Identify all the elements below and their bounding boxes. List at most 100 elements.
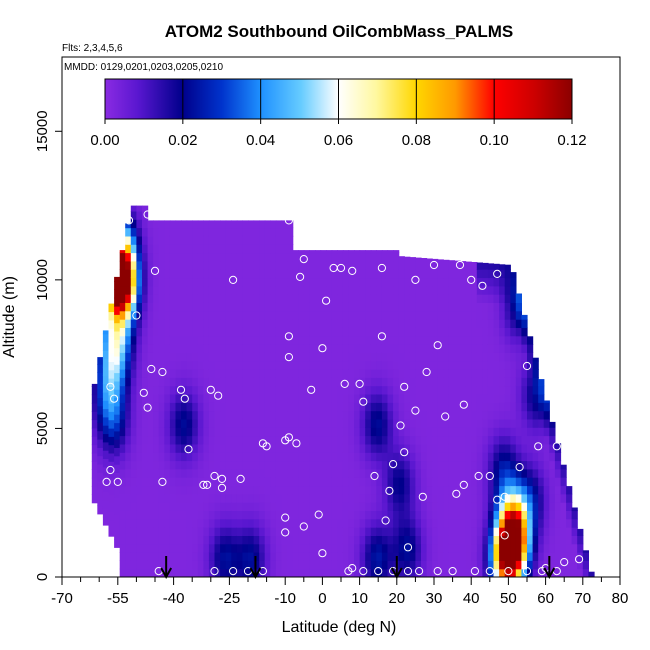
heatmap-cell: [181, 560, 188, 570]
heatmap-cell: [337, 252, 344, 262]
heatmap-cell: [125, 302, 132, 312]
heatmap-cell: [376, 250, 383, 254]
heatmap-cell: [264, 560, 271, 570]
heatmap-cell: [264, 252, 271, 262]
heatmap-cell: [398, 394, 405, 403]
heatmap-cell: [203, 552, 210, 561]
heatmap-cell: [320, 410, 327, 420]
heatmap-cell: [281, 518, 288, 528]
heatmap-cell: [298, 443, 305, 453]
heatmap-cell: [415, 402, 422, 412]
heatmap-cell: [130, 443, 137, 453]
heatmap-cell: [242, 560, 249, 570]
heatmap-cell: [242, 452, 249, 462]
heatmap-cell: [298, 543, 305, 553]
heatmap-cell: [142, 568, 149, 577]
heatmap-cell: [387, 250, 394, 254]
heatmap-cell: [454, 535, 461, 545]
heatmap-cell: [259, 377, 266, 387]
heatmap-cell: [186, 477, 193, 487]
heatmap-cell: [510, 344, 517, 353]
heatmap-cell: [465, 477, 472, 487]
heatmap-cell: [147, 418, 154, 428]
heatmap-cell: [114, 364, 121, 374]
heatmap-cell: [460, 552, 467, 561]
heatmap-cell: [359, 302, 366, 312]
heatmap-cell: [197, 435, 204, 445]
heatmap-cell: [554, 485, 562, 495]
heatmap-cell: [208, 518, 216, 528]
heatmap-cell: [532, 468, 539, 478]
heatmap-cell: [220, 302, 227, 312]
heatmap-cell: [331, 452, 338, 462]
heatmap-cell: [259, 385, 266, 395]
heatmap-cell: [454, 385, 461, 395]
heatmap-cell: [549, 435, 556, 445]
heatmap-cell: [493, 568, 500, 577]
heatmap-cell: [320, 402, 327, 412]
heatmap-cell: [448, 377, 456, 387]
heatmap-cell: [504, 344, 511, 353]
heatmap-cell: [303, 410, 310, 420]
heatmap-cell: [320, 369, 327, 378]
heatmap-cell: [365, 435, 372, 445]
heatmap-cell: [381, 560, 389, 570]
heatmap-cell: [504, 410, 511, 420]
heatmap-cell: [214, 302, 221, 312]
heatmap-cell: [348, 427, 355, 437]
heatmap-cell: [208, 310, 216, 320]
heatmap-cell: [175, 327, 182, 337]
heatmap-cell: [315, 427, 322, 437]
heatmap-cell: [437, 443, 444, 453]
heatmap-cell: [460, 369, 467, 378]
heatmap-cell: [354, 360, 361, 370]
heatmap-cell: [393, 468, 400, 478]
heatmap-cell: [303, 560, 310, 570]
heatmap-cell: [181, 235, 188, 245]
heatmap-cell: [354, 443, 361, 453]
heatmap-cell: [164, 377, 171, 387]
heatmap-cell: [337, 485, 344, 495]
heatmap-cell: [326, 435, 333, 445]
heatmap-cell: [147, 427, 154, 437]
heatmap-cell: [476, 443, 483, 453]
heatmap-cell: [264, 277, 271, 287]
heatmap-cell: [175, 485, 182, 495]
heatmap-cell: [253, 493, 260, 503]
heatmap-cell: [303, 468, 310, 478]
heatmap-cell: [527, 535, 534, 545]
heatmap-cell: [164, 560, 171, 570]
heatmap-cell: [259, 269, 266, 279]
heatmap-cell: [482, 394, 489, 403]
heatmap-cell: [292, 477, 299, 487]
sample-point: [299, 255, 308, 264]
heatmap-cell: [398, 477, 405, 487]
heatmap-cell: [214, 285, 221, 295]
heatmap-cell: [471, 344, 478, 353]
heatmap-cell: [125, 260, 132, 270]
heatmap-cell: [220, 568, 227, 577]
sample-point: [348, 564, 357, 573]
heatmap-cell: [504, 543, 511, 553]
sample-point: [318, 549, 327, 558]
heatmap-cell: [281, 543, 288, 553]
heatmap-cell: [337, 369, 344, 378]
heatmap-cell: [326, 510, 333, 520]
heatmap-cell: [203, 344, 210, 353]
heatmap-cell: [348, 294, 355, 303]
heatmap-cell: [253, 452, 260, 462]
heatmap-cell: [471, 568, 478, 577]
heatmap-cell: [225, 377, 232, 387]
heatmap-cell: [203, 543, 210, 553]
heatmap-cell: [487, 527, 495, 536]
heatmap-cell: [381, 310, 389, 320]
heatmap-cell: [142, 552, 149, 561]
heatmap-cell: [426, 468, 433, 478]
sample-point: [229, 275, 238, 284]
heatmap-cell: [499, 385, 506, 395]
heatmap-cell: [203, 235, 210, 245]
heatmap-cell: [264, 427, 271, 437]
heatmap-cell: [354, 560, 361, 570]
heatmap-cell: [487, 385, 495, 395]
heatmap-cell: [158, 418, 165, 428]
